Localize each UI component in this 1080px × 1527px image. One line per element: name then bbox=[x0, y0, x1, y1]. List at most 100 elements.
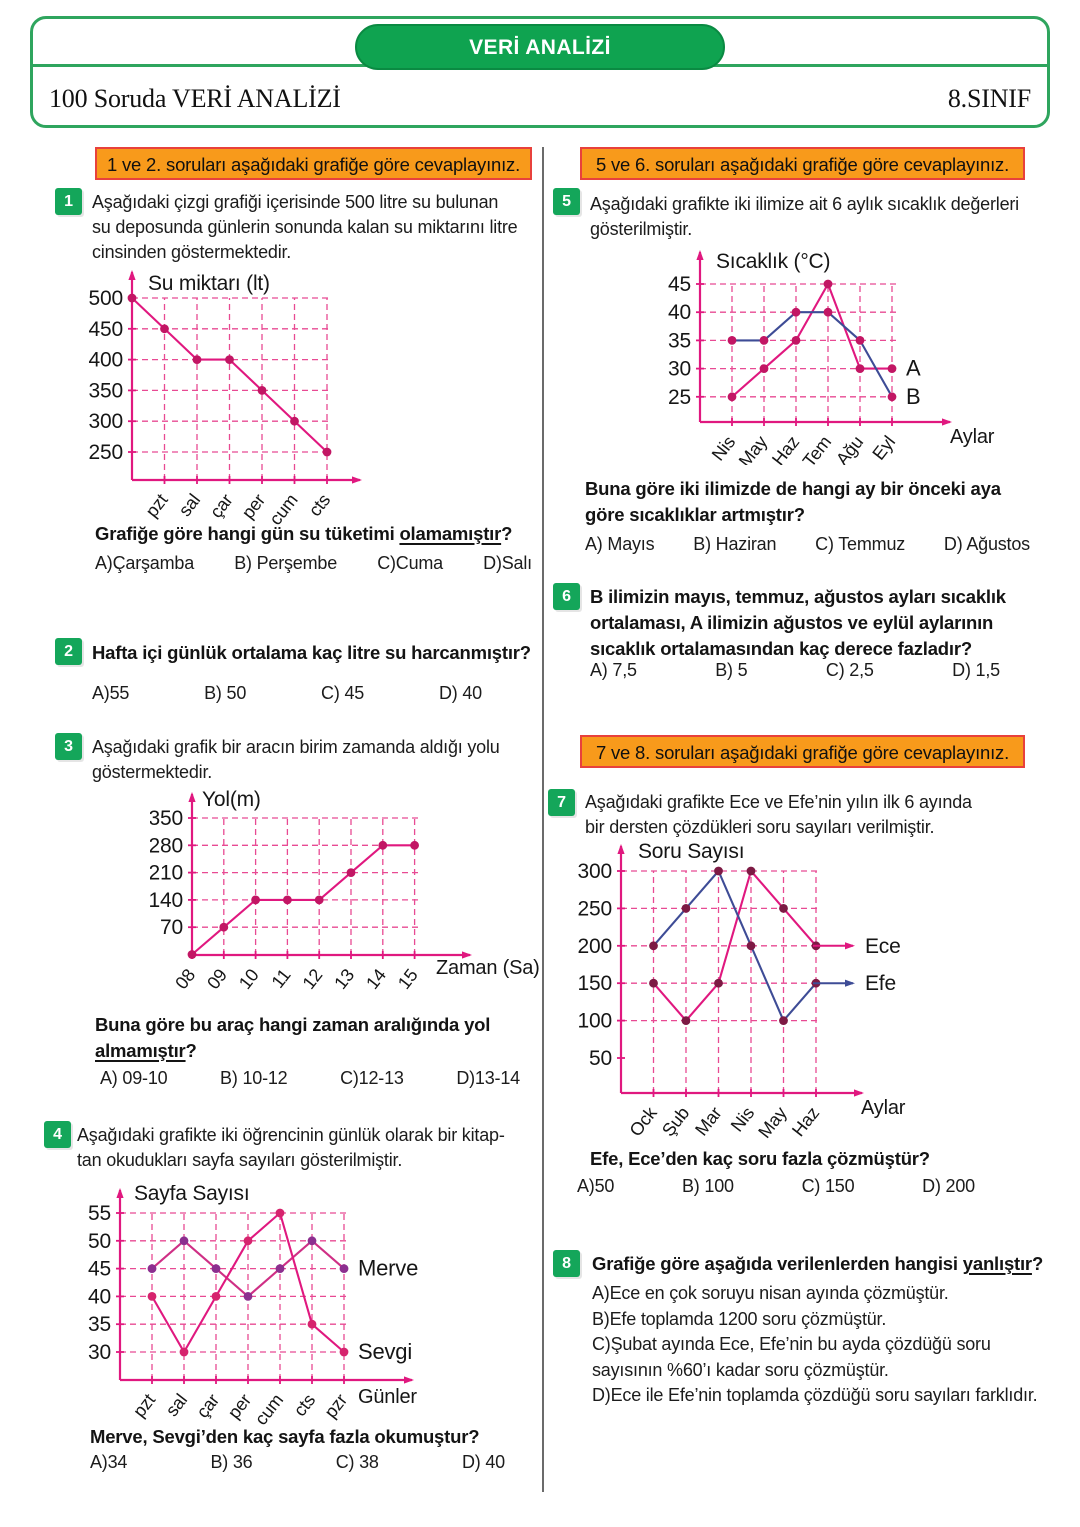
option-d: D) 40 bbox=[438, 683, 482, 703]
question-4-options: A)34 B) 36 C) 38 D) 40 bbox=[90, 1452, 505, 1473]
svg-text:çar: çar bbox=[206, 490, 237, 522]
svg-text:Ece: Ece bbox=[865, 935, 901, 958]
svg-text:15: 15 bbox=[394, 965, 422, 993]
svg-text:Aylar: Aylar bbox=[950, 426, 995, 448]
question-4-stem: Merve, Sevgi’den kaç sayfa fazla okumuşt… bbox=[90, 1426, 480, 1447]
question-2-number: 2 bbox=[55, 638, 82, 665]
svg-text:Sayfa Sayısı: Sayfa Sayısı bbox=[134, 1185, 250, 1205]
svg-text:per: per bbox=[224, 1390, 256, 1423]
option-d: D)Ece ile Efe’nin toplamda çözdüğü soru … bbox=[592, 1385, 1038, 1405]
option-b: B) 36 bbox=[210, 1452, 253, 1472]
svg-text:sal: sal bbox=[175, 490, 205, 520]
question-5-stem: Buna göre iki ilimizde de hangi ay bir ö… bbox=[585, 478, 1001, 525]
option-a: A) 7,5 bbox=[590, 660, 637, 680]
question-3-options: A) 09-10 B) 10-12 C)12-13 D)13-14 bbox=[100, 1068, 520, 1089]
svg-text:May: May bbox=[735, 432, 771, 465]
svg-text:40: 40 bbox=[668, 301, 691, 324]
chapter-title: VERİ ANALİZİ bbox=[469, 36, 611, 59]
svg-text:sal: sal bbox=[162, 1390, 192, 1420]
option-c: C) 45 bbox=[321, 683, 365, 703]
svg-text:10: 10 bbox=[235, 965, 263, 993]
option-b: B) Haziran bbox=[693, 534, 777, 554]
svg-text:200: 200 bbox=[578, 935, 612, 958]
svg-text:30: 30 bbox=[88, 1341, 111, 1364]
question-1-stem: Grafiğe göre hangi gün su tüketimi olama… bbox=[95, 523, 513, 544]
question-8-options: A)Ece en çok soruyu nisan ayında çözmüşt… bbox=[592, 1281, 1058, 1409]
svg-text:50: 50 bbox=[88, 1230, 111, 1253]
option-b: B) 10-12 bbox=[220, 1068, 288, 1088]
svg-text:50: 50 bbox=[589, 1047, 612, 1070]
question-1-number: 1 bbox=[55, 188, 82, 215]
option-a: A)50 bbox=[577, 1176, 615, 1196]
temperature-chart: 45 40 35 30 25 Nis May Haz Tem Ağu Eyl Sıcaklık (°C… bbox=[620, 243, 1060, 471]
svg-text:12: 12 bbox=[299, 965, 327, 993]
svg-text:210: 210 bbox=[150, 862, 183, 885]
svg-text:Haz: Haz bbox=[768, 432, 803, 465]
svg-text:Tem: Tem bbox=[799, 432, 835, 465]
banner-q5-q6: 5 ve 6. soruları aşağıdaki grafiğe göre … bbox=[580, 147, 1025, 180]
question-2-options: A)55 B) 50 C) 45 D) 40 bbox=[92, 683, 482, 704]
question-7-number: 7 bbox=[548, 789, 575, 816]
option-c: C) 150 bbox=[801, 1176, 855, 1196]
option-c: C)Şubat ayında Ece, Efe’nin bu ayda çözd… bbox=[592, 1334, 991, 1380]
question-7-options: A)50 B) 100 C) 150 D) 200 bbox=[577, 1176, 975, 1197]
svg-text:cts: cts bbox=[290, 1390, 320, 1420]
svg-text:Mar: Mar bbox=[691, 1103, 726, 1139]
svg-text:B: B bbox=[906, 384, 920, 409]
chapter-pill: VERİ ANALİZİ bbox=[355, 24, 725, 70]
pages-read-chart: 55 50 45 40 35 30 pzt sal çar per cum cts pzr Sayfa S… bbox=[60, 1182, 510, 1429]
svg-text:pzt: pzt bbox=[141, 490, 171, 521]
svg-text:Nis: Nis bbox=[727, 1103, 759, 1135]
question-6-options: A) 7,5 B) 5 C) 2,5 D) 1,5 bbox=[590, 660, 1000, 681]
option-d: D) 200 bbox=[922, 1176, 975, 1196]
water-amount-chart: 500 450 400 350 300 250 pzt sal çar per cum cts Su m… bbox=[55, 266, 385, 536]
banner-q7-q8: 7 ve 8. soruları aşağıdaki grafiğe göre … bbox=[580, 735, 1025, 768]
question-3-intro: Aşağıdaki grafik bir aracın birim zamand… bbox=[92, 737, 500, 782]
svg-text:Şub: Şub bbox=[658, 1103, 693, 1140]
svg-text:May: May bbox=[754, 1103, 790, 1140]
option-a: A)Ece en çok soruyu nisan ayında çözmüşt… bbox=[592, 1283, 949, 1303]
svg-text:Zaman (Sa): Zaman (Sa) bbox=[436, 957, 540, 979]
question-5-options: A) Mayıs B) Haziran C) Temmuz D) Ağustos bbox=[585, 534, 1030, 555]
svg-text:350: 350 bbox=[150, 807, 183, 830]
option-d: D) Ağustos bbox=[943, 534, 1030, 554]
svg-text:450: 450 bbox=[89, 318, 123, 341]
option-b: B) Perşembe bbox=[234, 553, 338, 573]
svg-text:cum: cum bbox=[251, 1390, 287, 1425]
svg-text:Ağu: Ağu bbox=[832, 432, 867, 465]
question-3-stem: Buna göre bu araç hangi zaman aralığında… bbox=[95, 1014, 491, 1061]
svg-text:100: 100 bbox=[578, 1010, 612, 1033]
question-4-number: 4 bbox=[44, 1121, 71, 1148]
svg-text:13: 13 bbox=[330, 965, 358, 993]
question-7-intro: Aşağıdaki grafikte Ece ve Efe’nin yılın … bbox=[585, 792, 972, 837]
svg-text:A: A bbox=[906, 356, 921, 381]
svg-text:140: 140 bbox=[150, 889, 183, 912]
question-5-number: 5 bbox=[553, 188, 580, 215]
question-7-stem: Efe, Ece’den kaç soru fazla çözmüştür? bbox=[590, 1148, 930, 1169]
svg-text:cts: cts bbox=[305, 490, 335, 520]
svg-text:Eyl: Eyl bbox=[868, 432, 899, 464]
option-a: A) Mayıs bbox=[585, 534, 655, 554]
option-c: C) 2,5 bbox=[825, 660, 874, 680]
svg-text:35: 35 bbox=[88, 1313, 111, 1336]
option-a: A)34 bbox=[90, 1452, 128, 1472]
questions-solved-chart: 300 250 200 150 100 50 Ock Şub Mar Nis May Haz Soru … bbox=[565, 838, 1065, 1142]
svg-text:45: 45 bbox=[88, 1258, 111, 1281]
question-5-intro: Aşağıdaki grafikte iki ilimize ait 6 ayl… bbox=[590, 194, 1019, 239]
option-d: D) 40 bbox=[461, 1452, 505, 1472]
option-a: A)55 bbox=[92, 683, 130, 703]
svg-text:30: 30 bbox=[668, 358, 691, 381]
svg-text:Haz: Haz bbox=[788, 1103, 823, 1140]
question-1-options: A)Çarşamba B) Perşembe C)Cuma D)Salı bbox=[95, 553, 532, 574]
svg-text:45: 45 bbox=[668, 273, 691, 296]
svg-text:Su miktarı (lt): Su miktarı (lt) bbox=[148, 272, 270, 295]
svg-text:Ock: Ock bbox=[626, 1102, 662, 1140]
svg-text:Efe: Efe bbox=[865, 972, 896, 995]
svg-text:09: 09 bbox=[203, 965, 231, 993]
svg-text:11: 11 bbox=[268, 965, 295, 992]
svg-text:pzt: pzt bbox=[129, 1390, 159, 1421]
option-b: B)Efe toplamda 1200 soru çözmüştür. bbox=[592, 1308, 887, 1329]
svg-text:14: 14 bbox=[362, 965, 390, 993]
distance-time-chart: 350 280 210 140 70 08 09 10 11 12 13 14 15 Yol(m) Zama… bbox=[149, 786, 542, 1010]
